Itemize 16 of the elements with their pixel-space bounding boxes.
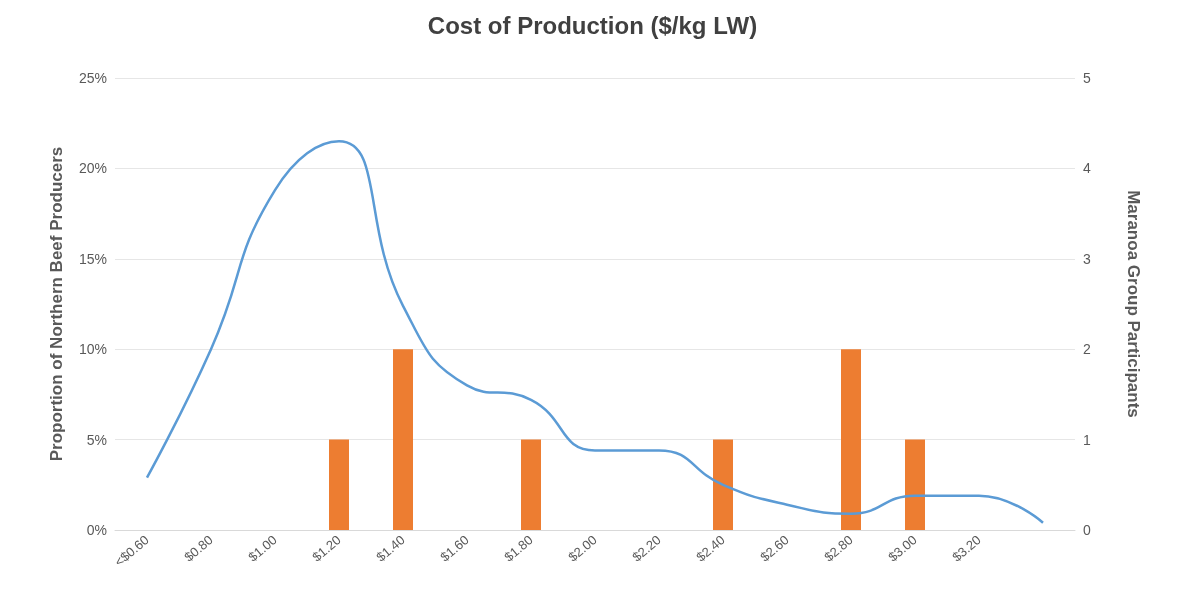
line-series (145, 140, 1045, 525)
y-tick-label: 25% (78, 70, 107, 86)
y-tick-label: 5% (86, 431, 107, 448)
y2-tick-label: 5 (1083, 70, 1091, 86)
y-tick-label: 15% (78, 250, 107, 267)
y2-tick-label: 1 (1083, 431, 1091, 448)
y2-tick-label: 0 (1083, 522, 1091, 538)
y-axis-title: Proportion of Northern Beef Producers (47, 146, 66, 462)
y-tick-label: 0% (86, 522, 107, 538)
chart-title: Cost of Production ($/kg LW) (427, 11, 758, 39)
y2-tick-label: 4 (1083, 160, 1091, 177)
y2-tick-label: 2 (1083, 341, 1091, 358)
y2-axis-title: Maranoa Group Participants (1124, 190, 1143, 418)
y-tick-label: 20% (78, 160, 107, 177)
y-tick-label: 10% (78, 341, 107, 358)
y2-tick-label: 3 (1083, 250, 1091, 267)
